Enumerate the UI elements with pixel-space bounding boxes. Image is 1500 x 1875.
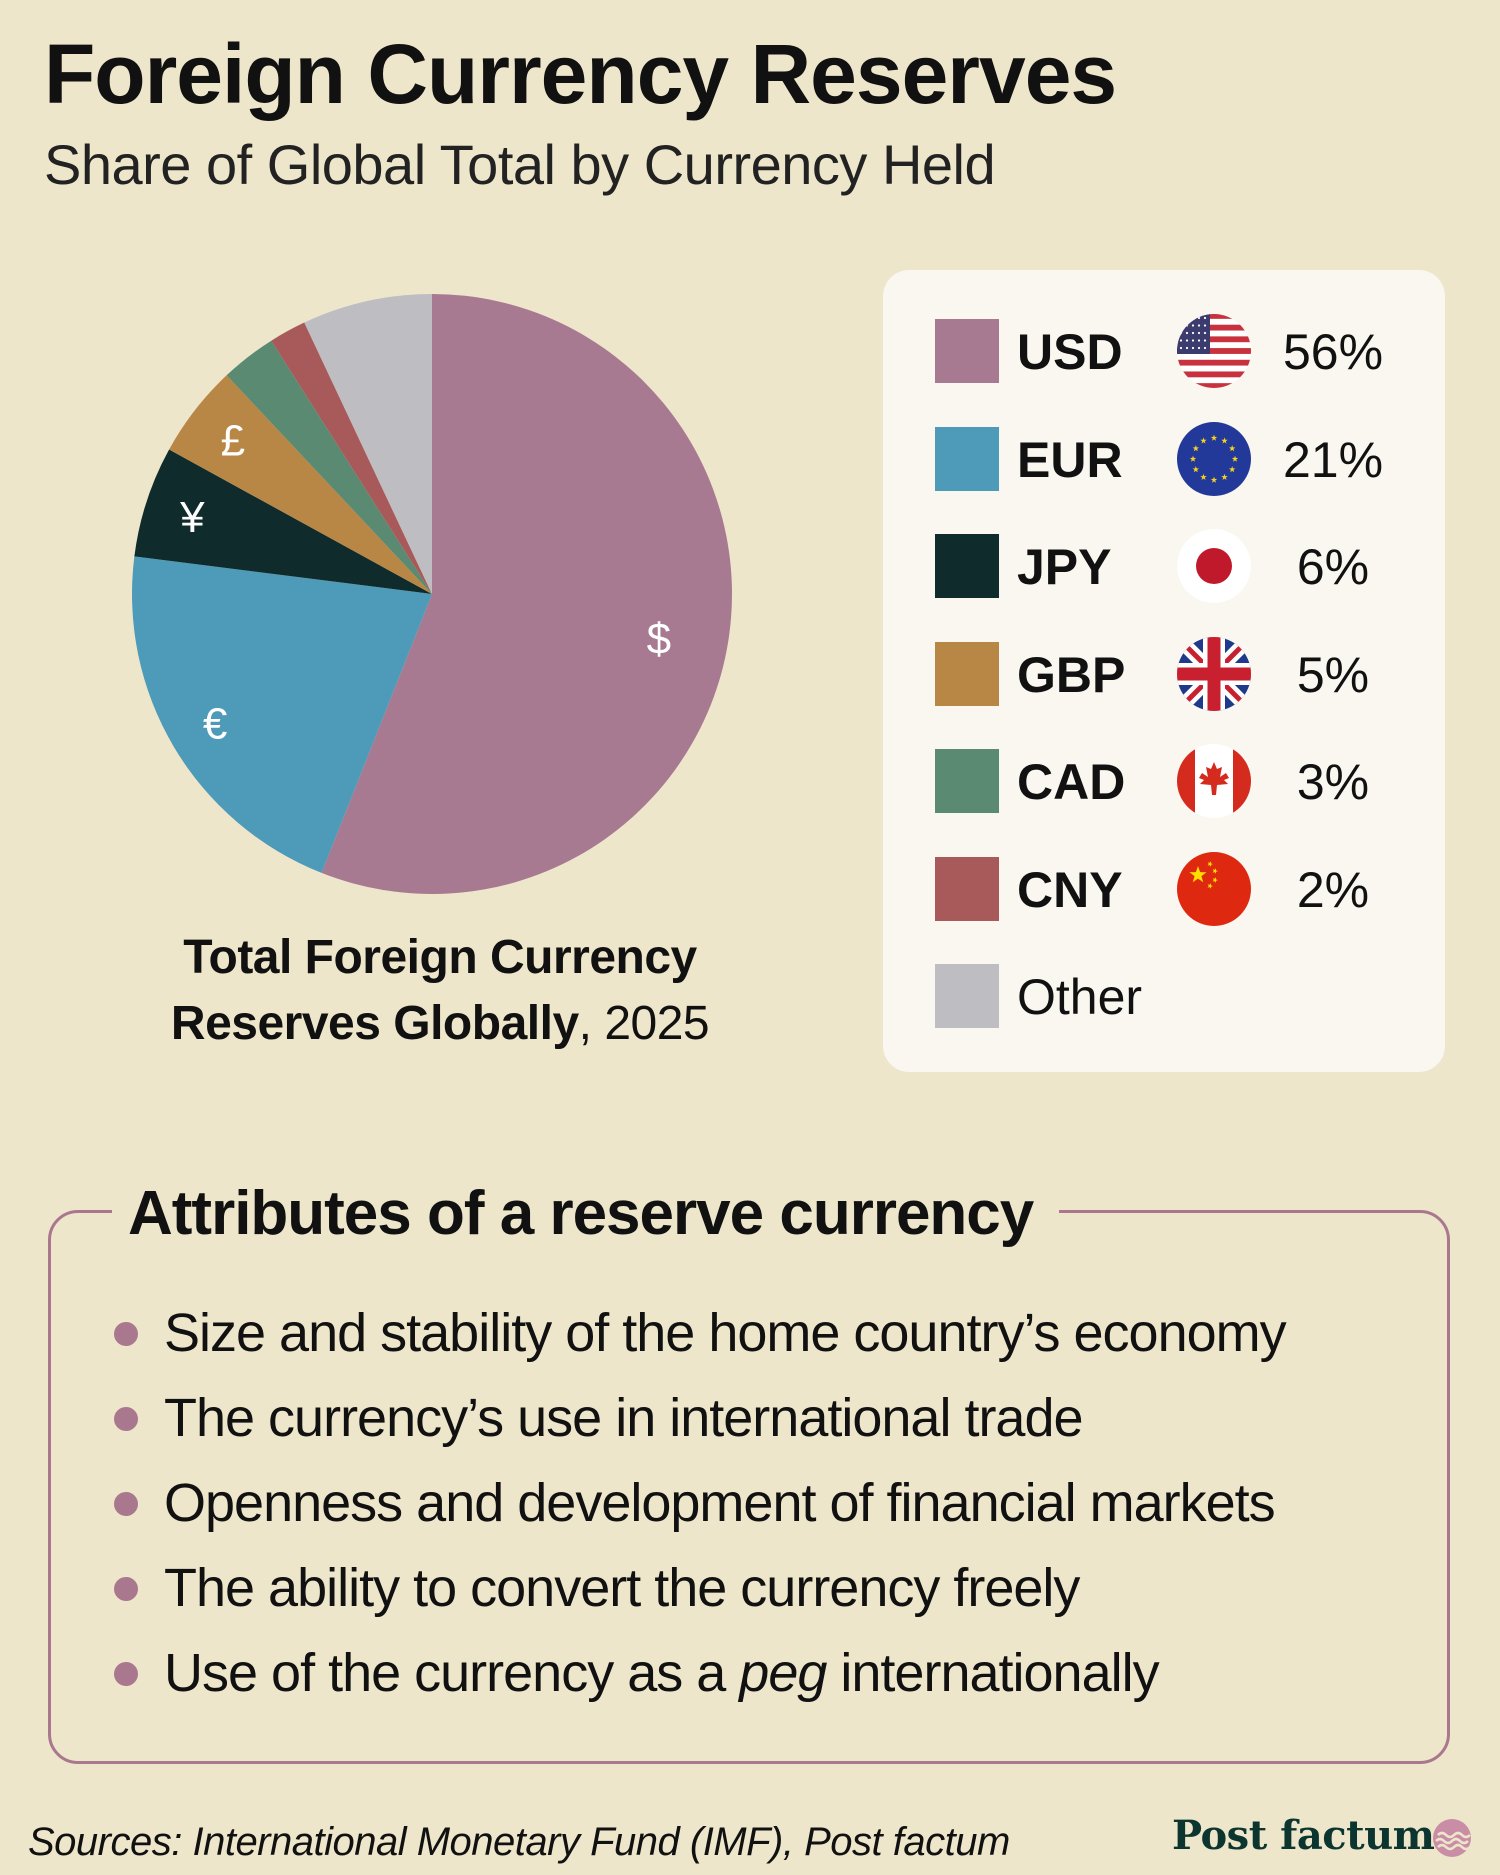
attribute-text: Size and stability of the home country’s… — [164, 1303, 1287, 1363]
attribute-item: Use of the currency as a peg internation… — [110, 1640, 1286, 1725]
legend-item-gbp: GBP 5% — [883, 637, 1445, 711]
attribute-text: The ability to convert the currency free… — [164, 1558, 1080, 1618]
post-factum-logo-icon — [1433, 1819, 1471, 1857]
attribute-item: The ability to convert the currency free… — [110, 1555, 1286, 1640]
legend-swatch — [935, 857, 999, 921]
legend-label: JPY — [1017, 539, 1112, 595]
pie-slice-cad — [226, 340, 432, 594]
attribute-text: The currency’s use in international trad… — [164, 1388, 1084, 1448]
chart-caption-year: , 2025 — [578, 997, 710, 1050]
bullet-icon — [114, 1322, 138, 1346]
pie-slice-cny — [271, 322, 432, 594]
legend-swatch — [935, 319, 999, 383]
page-subtitle: Share of Global Total by Currency Held — [44, 133, 996, 196]
bullet-icon — [114, 1407, 138, 1431]
legend-swatch — [935, 749, 999, 813]
legend-swatch — [935, 427, 999, 491]
uk-flag-icon — [1177, 637, 1251, 711]
legend-value: 56% — [1282, 324, 1384, 380]
eu-flag-icon — [1177, 422, 1251, 496]
japan-flag-icon — [1177, 529, 1251, 603]
legend-item-eur: EUR 21% — [883, 422, 1445, 496]
legend-label: CNY — [1017, 862, 1123, 918]
legend-label: USD — [1017, 324, 1123, 380]
pie-slice-usd — [321, 294, 733, 894]
page-title: Foreign Currency Reserves — [44, 27, 1117, 121]
attribute-text-start: Use of the currency as a — [164, 1643, 740, 1703]
canada-flag-icon — [1177, 744, 1251, 818]
legend-label: GBP — [1017, 647, 1126, 703]
pie-label-eur: € — [203, 699, 227, 748]
bullet-icon — [114, 1577, 138, 1601]
attribute-text: Openness and development of financial ma… — [164, 1473, 1276, 1533]
legend-label: CAD — [1017, 754, 1126, 810]
legend-item-jpy: JPY 6% — [883, 529, 1445, 603]
legend-item-cad: CAD 3% — [883, 744, 1445, 818]
legend-value: 2% — [1296, 862, 1370, 918]
chart-caption-bold: Total Foreign Currency Reserves Globally — [170, 931, 697, 1050]
china-flag-icon — [1177, 852, 1251, 926]
legend-item-other: Other — [883, 962, 1445, 1028]
attribute-item: Openness and development of financial ma… — [110, 1470, 1286, 1555]
attribute-text-emphasis: peg — [739, 1643, 827, 1703]
legend-value: 3% — [1296, 754, 1370, 810]
legend-swatch — [935, 534, 999, 598]
pie-label-jpy: ¥ — [179, 493, 205, 542]
bullet-icon — [114, 1662, 138, 1686]
pie-slice-gbp — [169, 375, 432, 594]
pie-slice-other — [304, 294, 432, 594]
attribute-text-end: internationally — [826, 1643, 1159, 1703]
us-flag-icon — [1177, 314, 1251, 388]
source-note: Sources: International Monetary Fund (IM… — [28, 1820, 1010, 1864]
chart-caption: Total Foreign Currency Reserves Globally… — [90, 925, 790, 1057]
brand-name: Post factum — [1172, 1812, 1435, 1859]
legend-value: 5% — [1296, 647, 1370, 703]
pie-label-usd: $ — [647, 614, 671, 663]
legend-swatch — [935, 964, 999, 1028]
legend: USD 56% EUR 21% JPY 6% GBP 5% CAD 3% CNY 2% Other — [883, 270, 1445, 1072]
attributes-title: Attributes of a reserve currency — [112, 1178, 1060, 1249]
legend-label: Other — [1017, 969, 1143, 1025]
attributes-list: Size and stability of the home country’s… — [110, 1300, 1287, 1725]
attribute-item: Size and stability of the home country’s… — [110, 1300, 1287, 1385]
pie-label-gbp: £ — [221, 417, 245, 466]
legend-swatch — [935, 642, 999, 706]
legend-value: 6% — [1296, 539, 1370, 595]
attribute-item: The currency’s use in international trad… — [110, 1385, 1286, 1470]
legend-item-cny: CNY 2% — [883, 852, 1445, 926]
legend-item-usd: USD 56% — [883, 314, 1445, 388]
pie-slice-jpy — [134, 449, 432, 594]
pie-slice-eur — [132, 556, 433, 873]
legend-value: 21% — [1282, 432, 1384, 488]
legend-label: EUR — [1017, 432, 1123, 488]
bullet-icon — [114, 1492, 138, 1516]
